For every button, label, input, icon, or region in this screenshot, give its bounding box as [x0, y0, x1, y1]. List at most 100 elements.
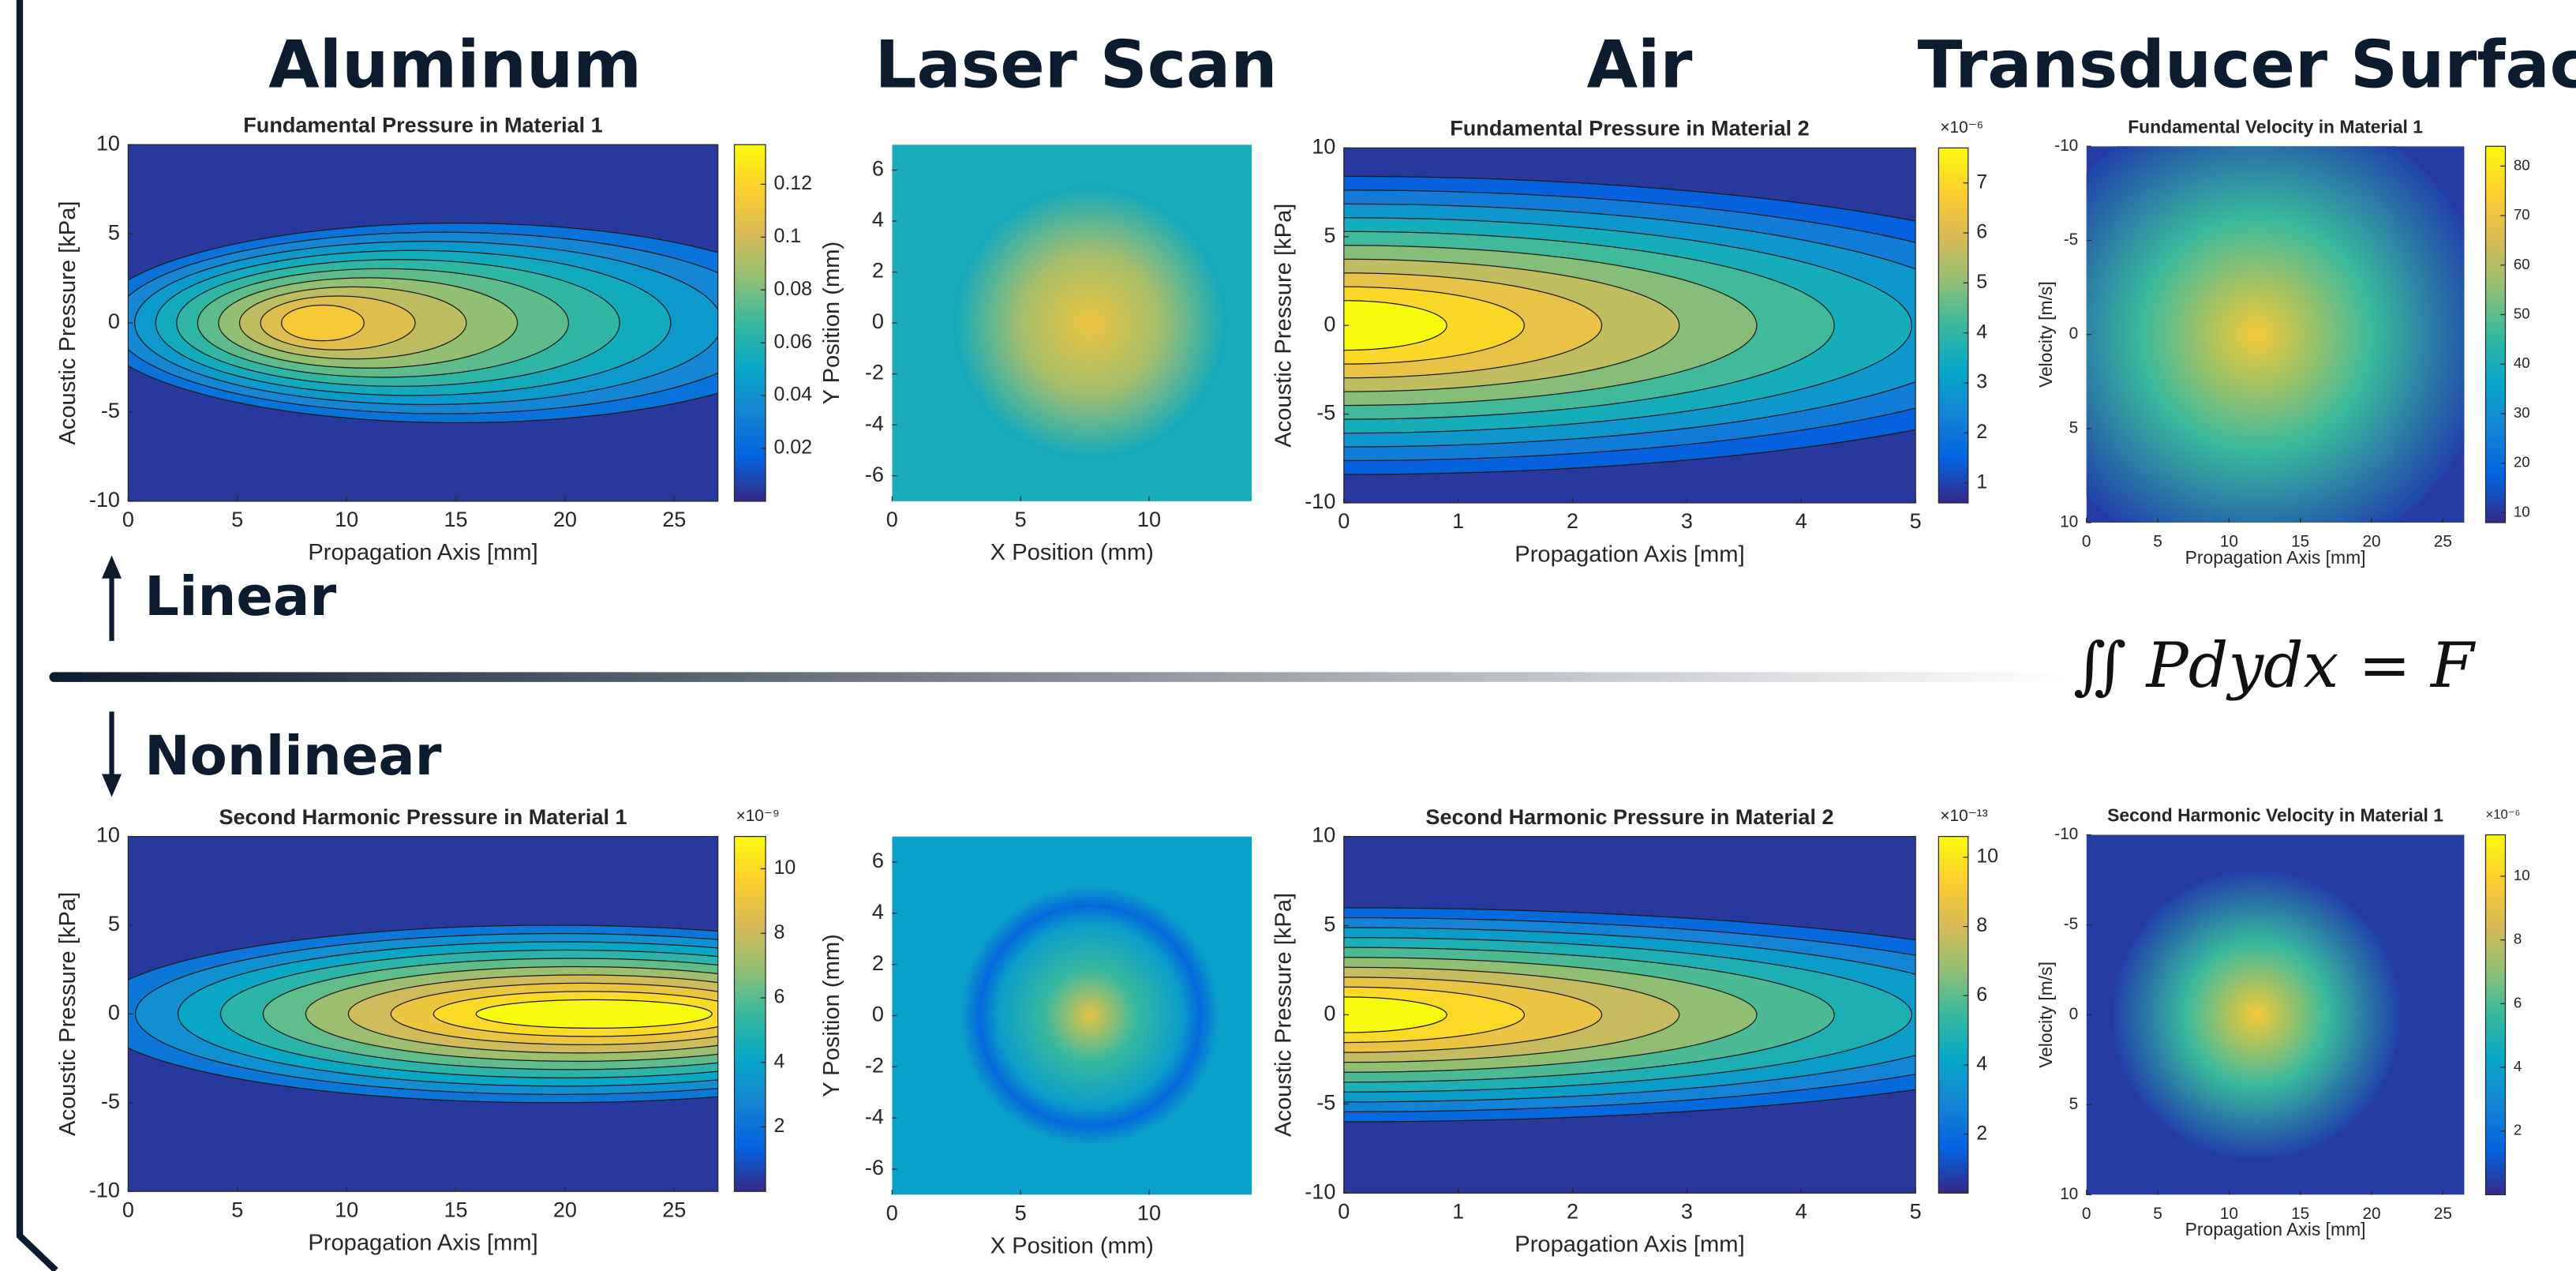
field: [2113, 872, 2400, 1159]
x-tick-label: 2: [1567, 1199, 1578, 1223]
colorbar-tick-label: 5: [1976, 271, 1987, 293]
y-tick-label: 2: [872, 259, 884, 283]
y-tick-label: -10: [2054, 137, 2078, 155]
colorbar-tick-label: 0.04: [773, 384, 812, 406]
x-tick-label: 20: [2362, 532, 2380, 550]
y-tick-label: -5: [101, 399, 120, 422]
x-tick-label: 10: [335, 1198, 358, 1221]
y-tick-label: -4: [865, 1104, 884, 1128]
x-axis-label: X Position (mm): [990, 1234, 1154, 1259]
x-tick-label: 20: [2362, 1205, 2380, 1223]
colorbar: [1938, 148, 1968, 503]
colorbar-tick-label: 0.02: [773, 437, 812, 459]
plot-area: [93, 144, 825, 501]
x-axis-label: X Position (mm): [990, 540, 1154, 565]
colorbar-tick-label: 6: [2514, 994, 2522, 1010]
y-tick-label: 0: [1324, 1002, 1335, 1025]
colorbar-tick-label: 60: [2514, 256, 2530, 272]
colorbar: [734, 144, 766, 501]
colorbar-tick-label: 2: [2514, 1122, 2522, 1138]
x-tick-label: 10: [1137, 1201, 1161, 1224]
colorbar: [2486, 146, 2506, 523]
y-tick-label: -5: [101, 1089, 120, 1113]
y-tick-label: -2: [865, 1053, 884, 1077]
y-axis-label: Acoustic Pressure [kPa]: [1271, 204, 1297, 448]
x-tick-label: 3: [1681, 509, 1693, 533]
y-axis-label: Velocity [m/s]: [2035, 281, 2056, 388]
y-tick-label: 0: [108, 309, 120, 333]
colorbar-tick-label: 30: [2514, 404, 2530, 421]
x-tick-label: 15: [444, 508, 467, 531]
x-tick-label: 5: [1910, 509, 1922, 533]
plot-area: [892, 837, 1252, 1195]
field: [960, 886, 1219, 1145]
x-tick-label: 10: [2220, 532, 2238, 550]
colorbar-tick-label: 10: [2514, 503, 2530, 519]
y-tick-label: -5: [2064, 231, 2079, 249]
arrow-head: [102, 774, 122, 797]
colorbar-tick-label: 4: [773, 1050, 784, 1072]
y-tick-label: -4: [865, 411, 884, 435]
colorbar-tick-label: 2: [773, 1115, 784, 1137]
colorbar-tick-label: 0.06: [773, 331, 812, 353]
colorbar-exponent: ×10⁻⁶: [1940, 118, 1983, 137]
y-axis-label: Y Position (mm): [819, 242, 844, 405]
slide-border: [20, 0, 56, 1270]
colorbar-tick-label: 3: [1976, 371, 1987, 393]
x-tick-label: 4: [1795, 1199, 1807, 1223]
x-tick-label: 4: [1795, 509, 1807, 533]
x-tick-label: 10: [1137, 508, 1161, 531]
x-tick-label: 0: [2082, 1205, 2091, 1223]
x-tick-label: 25: [2434, 532, 2452, 550]
colorbar-tick-label: 4: [2514, 1058, 2522, 1074]
colorbar-tick-label: 8: [1976, 914, 1987, 936]
chart-title: Second Harmonic Pressure in Material 1: [219, 805, 627, 829]
x-tick-label: 25: [662, 1198, 686, 1221]
y-tick-label: -6: [865, 1156, 884, 1179]
y-tick-label: 6: [872, 157, 884, 181]
y-axis-label: Acoustic Pressure [kPa]: [55, 201, 80, 444]
x-tick-label: 5: [231, 1198, 243, 1221]
colorbar: [2486, 835, 2506, 1195]
plot-area: [2087, 835, 2465, 1195]
slide: Aluminum Laser Scan Air Transducer Surfa…: [0, 0, 2576, 1271]
x-tick-label: 0: [2082, 532, 2091, 550]
contour-level: [282, 305, 365, 340]
x-tick-label: 0: [886, 1201, 898, 1224]
x-tick-label: 5: [1015, 1201, 1027, 1224]
y-axis-label: Acoustic Pressure [kPa]: [55, 892, 80, 1136]
y-tick-label: 0: [108, 1001, 120, 1025]
contour-level: [476, 999, 712, 1028]
colorbar: [734, 837, 766, 1192]
y-tick-label: -10: [89, 1178, 120, 1202]
colorbar-tick-label: 40: [2514, 354, 2530, 371]
colorbar-tick-label: 2: [1976, 1122, 1987, 1144]
colorbar-tick-label: 6: [1976, 221, 1987, 243]
x-tick-label: 5: [2153, 1205, 2162, 1223]
y-tick-label: 0: [2069, 324, 2079, 343]
x-tick-label: 10: [335, 508, 358, 531]
field: [953, 186, 1226, 459]
y-tick-label: 0: [2069, 1005, 2079, 1023]
plot-area: [892, 144, 1252, 501]
y-tick-label: 5: [108, 912, 120, 935]
x-tick-label: 3: [1681, 1199, 1693, 1223]
x-tick-label: 0: [1338, 1199, 1350, 1223]
x-tick-label: 1: [1452, 1199, 1464, 1223]
y-tick-label: 2: [872, 951, 884, 975]
x-tick-label: 15: [2291, 532, 2309, 550]
colorbar: [1938, 837, 1968, 1194]
y-tick-label: -10: [1305, 1179, 1335, 1203]
colorbar-tick-label: 2: [1976, 421, 1987, 443]
field: [2022, 100, 2491, 569]
colorbar-tick-label: 0.08: [773, 278, 812, 300]
y-tick-label: 5: [108, 220, 120, 244]
colorbar-tick-label: 10: [2514, 867, 2530, 883]
y-tick-label: 10: [96, 823, 120, 847]
x-tick-label: 15: [444, 1198, 467, 1221]
separator: [49, 672, 2069, 681]
y-tick-label: 4: [872, 208, 884, 231]
column-header: Transducer Surface: [1918, 26, 2576, 103]
colorbar-tick-label: 4: [1976, 1053, 1987, 1075]
y-tick-label: -6: [865, 463, 884, 486]
